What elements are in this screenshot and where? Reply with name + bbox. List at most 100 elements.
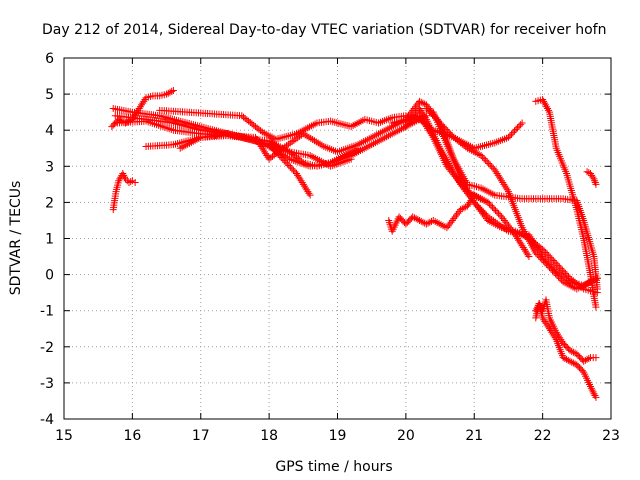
data-point [589,173,597,181]
data-point [507,130,515,138]
data-point [465,200,473,208]
data-point [552,328,560,336]
data-point [502,184,510,192]
data-point [591,179,599,187]
y-tick-label: -1 [40,304,54,320]
data-point [542,319,550,327]
data-point [305,189,313,197]
data-point [592,303,600,311]
data-point [555,332,563,340]
data-point [122,175,130,183]
series-trace-1 [109,170,139,214]
x-tick-label: 15 [55,428,73,444]
data-point [540,316,548,324]
data-point [462,143,470,151]
y-tick-label: 3 [45,159,54,175]
data-point [545,325,553,333]
data-point [586,170,594,178]
data-point [298,179,306,187]
chart-title: Day 212 of 2014, Sidereal Day-to-day VTE… [42,22,606,38]
data-point [542,101,550,109]
data-point [488,203,496,211]
data-point [450,215,458,223]
data-point [414,216,422,224]
data-point [479,208,487,216]
data-point [549,257,557,265]
y-tick-label: 1 [45,232,54,248]
data-point [501,182,509,190]
data-point [417,106,425,114]
data-point [132,110,140,118]
data-point [483,158,491,166]
data-point [540,97,548,105]
data-point [407,115,415,123]
data-point [292,170,300,178]
data-point [288,165,296,173]
data-point [409,213,417,221]
data-point [553,271,561,279]
data-point [444,222,452,230]
data-point [556,334,564,342]
x-tick-label: 18 [260,428,278,444]
data-point [524,251,532,259]
data-point [428,111,436,119]
data-point [441,124,449,132]
data-point [447,218,455,226]
data-point [509,129,517,137]
data-point [140,97,148,105]
data-point [548,255,556,263]
data-point [533,251,541,259]
data-point [532,307,540,315]
data-point [405,119,413,127]
data-point [511,127,519,135]
data-point [491,166,499,174]
data-point [587,384,595,392]
data-point [551,258,559,266]
data-point [261,148,269,156]
data-point [286,163,294,171]
data-point [561,355,569,363]
data-point [166,88,174,96]
data-point [416,105,424,113]
data-point [569,359,577,367]
data-point [432,114,440,122]
data-point [496,175,504,183]
data-point [558,266,566,274]
data-point [433,116,441,124]
data-point [403,121,411,129]
data-point [484,198,492,206]
data-point [417,217,425,225]
y-tick-label: 4 [45,123,54,139]
data-point [411,103,419,111]
data-point [512,125,520,133]
data-point [442,125,450,133]
data-point [495,210,503,218]
data-point [588,386,596,394]
data-point [419,99,427,107]
data-point [515,236,523,244]
data-point [503,186,511,194]
data-point [539,257,547,265]
data-point [421,114,429,122]
data-point [436,119,444,127]
data-point [487,202,495,210]
data-point [256,141,264,149]
data-point [413,101,421,109]
y-tick-label: 0 [45,268,54,284]
data-point [438,121,446,129]
series-trace-15 [583,168,600,188]
data-point [552,260,560,268]
data-point [115,177,123,185]
data-point [588,171,596,179]
data-point [488,163,496,171]
data-point [409,114,417,122]
data-point [499,179,507,187]
data-point [285,161,293,169]
data-point [458,205,466,213]
x-tick-label: 19 [329,428,347,444]
data-point [445,129,453,137]
data-point [164,89,172,97]
data-point [544,105,552,113]
data-point [422,220,430,228]
data-point [544,262,552,270]
